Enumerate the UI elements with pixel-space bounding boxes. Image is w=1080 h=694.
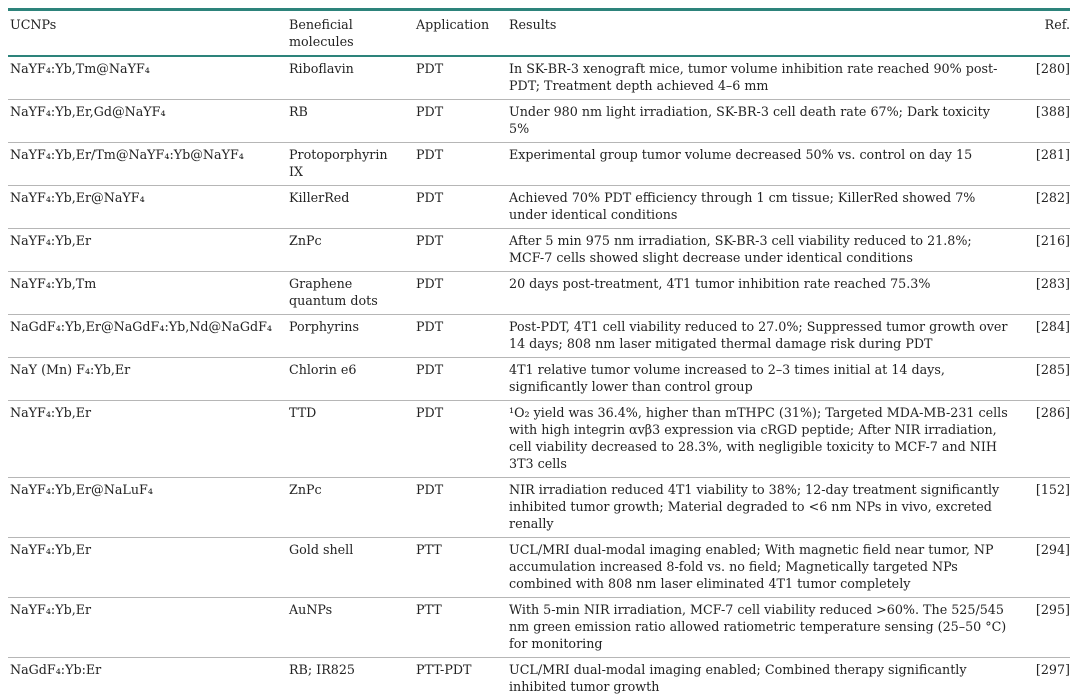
column-header-ucnps: UCNPs <box>8 9 289 57</box>
ucnp-therapy-table: UCNPs Beneficial molecules Application R… <box>8 8 1070 694</box>
ref-cell: [281] <box>1025 142 1070 186</box>
table-row: NaYF₄:Yb,Er/Tm@NaYF₄:Yb@NaYF₄ Protoporph… <box>8 142 1070 186</box>
beneficial-molecules-cell: KillerRed <box>289 185 416 229</box>
beneficial-molecules-cell: Porphyrins <box>289 314 416 358</box>
table-row: NaY (Mn) F₄:Yb,Er Chlorin e6 PDT 4T1 rel… <box>8 357 1070 401</box>
ref-cell: [297] <box>1025 657 1070 694</box>
beneficial-molecules-cell: AuNPs <box>289 597 416 658</box>
beneficial-molecules-cell: Chlorin e6 <box>289 357 416 401</box>
application-cell: PDT <box>416 99 509 143</box>
results-cell: NIR irradiation reduced 4T1 viability to… <box>509 477 1025 538</box>
table-row: NaYF₄:Yb,Er@NaYF₄ KillerRed PDT Achieved… <box>8 185 1070 229</box>
ref-cell: [286] <box>1025 400 1070 478</box>
results-cell: Experimental group tumor volume decrease… <box>509 142 1025 186</box>
application-cell: PDT <box>416 271 509 315</box>
table-row: NaYF₄:Yb,Er ZnPc PDT After 5 min 975 nm … <box>8 228 1070 272</box>
ref-cell: [216] <box>1025 228 1070 272</box>
beneficial-molecules-cell: RB <box>289 99 416 143</box>
beneficial-molecules-cell: Gold shell <box>289 537 416 598</box>
application-cell: PDT <box>416 357 509 401</box>
table-header-row: UCNPs Beneficial molecules Application R… <box>8 9 1070 57</box>
table-row: NaGdF₄:Yb,Er@NaGdF₄:Yb,Nd@NaGdF₄ Porphyr… <box>8 314 1070 358</box>
application-cell: PDT <box>416 314 509 358</box>
application-cell: PTT <box>416 537 509 598</box>
table-row: NaYF₄:Yb,Er,Gd@NaYF₄ RB PDT Under 980 nm… <box>8 99 1070 143</box>
results-cell: Achieved 70% PDT efficiency through 1 cm… <box>509 185 1025 229</box>
application-cell: PTT <box>416 597 509 658</box>
table-row: NaGdF₄:Yb:Er RB; IR825 PTT-PDT UCL/MRI d… <box>8 657 1070 694</box>
ref-cell: [284] <box>1025 314 1070 358</box>
beneficial-molecules-cell: ZnPc <box>289 228 416 272</box>
column-header-results: Results <box>509 9 1025 57</box>
results-cell: In SK-BR-3 xenograft mice, tumor volume … <box>509 56 1025 100</box>
ref-cell: [285] <box>1025 357 1070 401</box>
ref-cell: [280] <box>1025 56 1070 100</box>
table-row: NaYF₄:Yb,Tm Graphene quantum dots PDT 20… <box>8 271 1070 315</box>
application-cell: PDT <box>416 56 509 100</box>
ucnps-cell: NaYF₄:Yb,Tm@NaYF₄ <box>8 56 289 100</box>
results-cell: Under 980 nm light irradiation, SK-BR-3 … <box>509 99 1025 143</box>
table-row: NaYF₄:Yb,Tm@NaYF₄ Riboflavin PDT In SK-B… <box>8 56 1070 100</box>
beneficial-molecules-cell: TTD <box>289 400 416 478</box>
column-header-application: Application <box>416 9 509 57</box>
beneficial-molecules-cell: ZnPc <box>289 477 416 538</box>
ref-cell: [295] <box>1025 597 1070 658</box>
beneficial-molecules-cell: RB; IR825 <box>289 657 416 694</box>
ucnps-cell: NaYF₄:Yb,Er@NaLuF₄ <box>8 477 289 538</box>
results-cell: UCL/MRI dual-modal imaging enabled; Comb… <box>509 657 1025 694</box>
results-cell: ¹O₂ yield was 36.4%, higher than mTHPC (… <box>509 400 1025 478</box>
results-cell: After 5 min 975 nm irradiation, SK-BR-3 … <box>509 228 1025 272</box>
application-cell: PTT-PDT <box>416 657 509 694</box>
ucnps-cell: NaY (Mn) F₄:Yb,Er <box>8 357 289 401</box>
ref-cell: [283] <box>1025 271 1070 315</box>
column-header-beneficial-molecules: Beneficial molecules <box>289 9 416 57</box>
beneficial-molecules-cell: Riboflavin <box>289 56 416 100</box>
beneficial-molecules-cell: Protoporphyrin IX <box>289 142 416 186</box>
results-cell: 4T1 relative tumor volume increased to 2… <box>509 357 1025 401</box>
application-cell: PDT <box>416 228 509 272</box>
ucnps-cell: NaYF₄:Yb,Er <box>8 228 289 272</box>
application-cell: PDT <box>416 400 509 478</box>
ref-cell: [294] <box>1025 537 1070 598</box>
ref-cell: [388] <box>1025 99 1070 143</box>
ucnps-cell: NaGdF₄:Yb,Er@NaGdF₄:Yb,Nd@NaGdF₄ <box>8 314 289 358</box>
table-row: NaYF₄:Yb,Er AuNPs PTT With 5-min NIR irr… <box>8 597 1070 658</box>
ucnps-cell: NaYF₄:Yb,Er <box>8 400 289 478</box>
table-row: NaYF₄:Yb,Er@NaLuF₄ ZnPc PDT NIR irradiat… <box>8 477 1070 538</box>
results-cell: Post-PDT, 4T1 cell viability reduced to … <box>509 314 1025 358</box>
ucnps-cell: NaYF₄:Yb,Er@NaYF₄ <box>8 185 289 229</box>
ucnps-cell: NaYF₄:Yb,Er <box>8 537 289 598</box>
column-header-ref: Ref. <box>1025 9 1070 57</box>
ucnps-cell: NaYF₄:Yb,Tm <box>8 271 289 315</box>
results-cell: UCL/MRI dual-modal imaging enabled; With… <box>509 537 1025 598</box>
results-cell: 20 days post-treatment, 4T1 tumor inhibi… <box>509 271 1025 315</box>
application-cell: PDT <box>416 142 509 186</box>
ref-cell: [282] <box>1025 185 1070 229</box>
table-body: NaYF₄:Yb,Tm@NaYF₄ Riboflavin PDT In SK-B… <box>8 56 1070 694</box>
ucnps-cell: NaYF₄:Yb,Er <box>8 597 289 658</box>
table-row: NaYF₄:Yb,Er Gold shell PTT UCL/MRI dual-… <box>8 537 1070 598</box>
table-row: NaYF₄:Yb,Er TTD PDT ¹O₂ yield was 36.4%,… <box>8 400 1070 478</box>
application-cell: PDT <box>416 477 509 538</box>
ucnps-cell: NaYF₄:Yb,Er/Tm@NaYF₄:Yb@NaYF₄ <box>8 142 289 186</box>
application-cell: PDT <box>416 185 509 229</box>
ucnps-cell: NaYF₄:Yb,Er,Gd@NaYF₄ <box>8 99 289 143</box>
results-cell: With 5-min NIR irradiation, MCF-7 cell v… <box>509 597 1025 658</box>
ref-cell: [152] <box>1025 477 1070 538</box>
ucnps-cell: NaGdF₄:Yb:Er <box>8 657 289 694</box>
beneficial-molecules-cell: Graphene quantum dots <box>289 271 416 315</box>
